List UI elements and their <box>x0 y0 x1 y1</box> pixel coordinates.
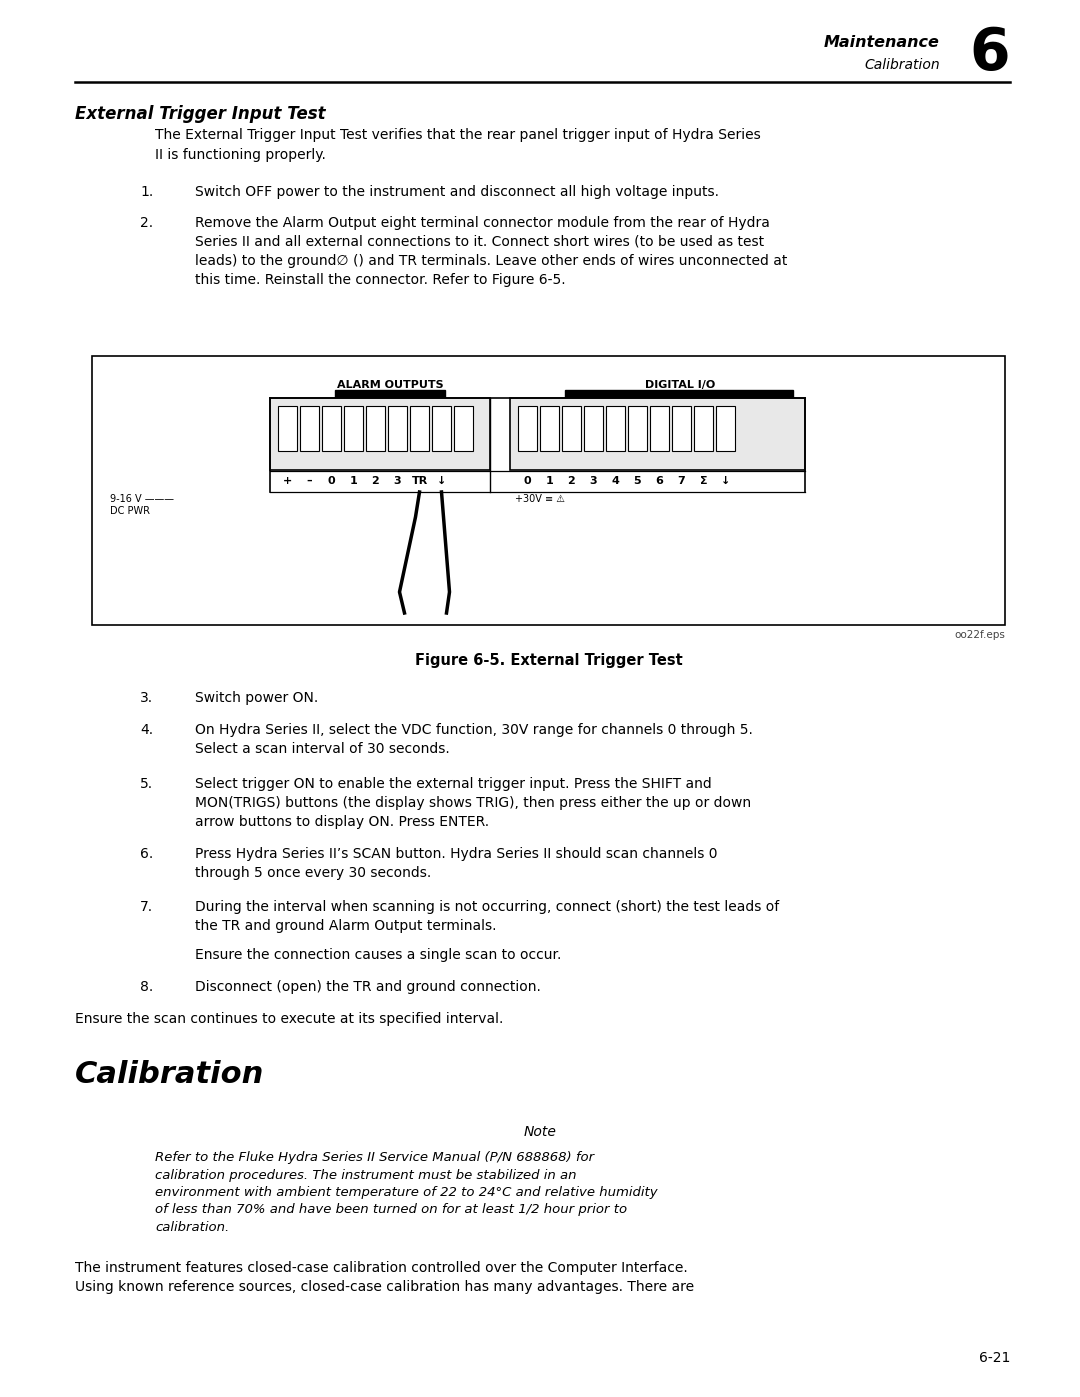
Text: 1: 1 <box>350 476 357 486</box>
Text: Refer to the Fluke Hydra Series II Service Manual (P/N 688868) for
calibration p: Refer to the Fluke Hydra Series II Servi… <box>156 1151 658 1234</box>
Bar <box>672 407 691 451</box>
Text: Maintenance: Maintenance <box>824 35 940 50</box>
Text: Select trigger ON to enable the external trigger input. Press the SHIFT and
MON(: Select trigger ON to enable the external… <box>195 777 751 828</box>
Bar <box>388 407 407 451</box>
Bar <box>270 398 490 469</box>
Text: 7.: 7. <box>140 900 153 914</box>
Bar <box>432 407 451 451</box>
Text: 3: 3 <box>590 476 597 486</box>
Text: ALARM OUTPUTS: ALARM OUTPUTS <box>337 380 443 390</box>
Bar <box>518 407 537 451</box>
Text: ↓: ↓ <box>436 476 446 486</box>
Text: Switch OFF power to the instrument and disconnect all high voltage inputs.: Switch OFF power to the instrument and d… <box>195 184 719 198</box>
Bar <box>278 407 297 451</box>
Text: –: – <box>307 476 312 486</box>
Bar <box>322 407 341 451</box>
Text: 6: 6 <box>970 25 1010 82</box>
Text: 2.: 2. <box>140 217 153 231</box>
Bar <box>335 390 445 398</box>
Text: 5.: 5. <box>140 777 153 791</box>
Text: Figure 6-5. External Trigger Test: Figure 6-5. External Trigger Test <box>415 652 683 668</box>
Bar <box>540 407 559 451</box>
Text: 1: 1 <box>545 476 553 486</box>
Bar <box>716 407 735 451</box>
Bar <box>650 407 669 451</box>
Bar <box>410 407 429 451</box>
Text: Ensure the connection causes a single scan to occur.: Ensure the connection causes a single sc… <box>195 949 562 963</box>
Text: 0: 0 <box>327 476 335 486</box>
Bar <box>606 407 625 451</box>
Text: DIGITAL I/O: DIGITAL I/O <box>645 380 715 390</box>
Text: 6.: 6. <box>140 847 153 861</box>
Text: Disconnect (open) the TR and ground connection.: Disconnect (open) the TR and ground conn… <box>195 981 541 995</box>
Text: 4: 4 <box>611 476 620 486</box>
Text: 2: 2 <box>568 476 576 486</box>
Bar <box>300 407 319 451</box>
Bar <box>345 407 363 451</box>
Text: 9-16 V ———
DC PWR: 9-16 V ——— DC PWR <box>110 495 174 517</box>
Bar <box>510 398 805 469</box>
Bar <box>627 407 647 451</box>
Text: 7: 7 <box>677 476 686 486</box>
Text: +30V ≡ ⚠: +30V ≡ ⚠ <box>515 495 565 504</box>
Text: The instrument features closed-case calibration controlled over the Computer Int: The instrument features closed-case cali… <box>75 1261 694 1294</box>
Text: 3.: 3. <box>140 692 153 705</box>
Bar <box>454 407 473 451</box>
Text: Calibration: Calibration <box>864 59 940 73</box>
Text: ↓: ↓ <box>720 476 730 486</box>
Bar <box>562 407 581 451</box>
Text: During the interval when scanning is not occurring, connect (short) the test lea: During the interval when scanning is not… <box>195 900 780 933</box>
Text: Note: Note <box>524 1125 556 1139</box>
Text: 1.: 1. <box>140 184 153 198</box>
Text: 6-21: 6-21 <box>978 1351 1010 1365</box>
Text: Remove the Alarm Output eight terminal connector module from the rear of Hydra
S: Remove the Alarm Output eight terminal c… <box>195 217 787 286</box>
Text: oo22f.eps: oo22f.eps <box>954 630 1005 640</box>
Bar <box>366 407 384 451</box>
Bar <box>92 356 1005 624</box>
Text: 4.: 4. <box>140 724 153 738</box>
Text: Switch power ON.: Switch power ON. <box>195 692 319 705</box>
Text: External Trigger Input Test: External Trigger Input Test <box>75 105 326 123</box>
Text: Press Hydra Series II’s SCAN button. Hydra Series II should scan channels 0
thro: Press Hydra Series II’s SCAN button. Hyd… <box>195 847 717 880</box>
Text: Calibration: Calibration <box>75 1060 265 1090</box>
Text: 3: 3 <box>394 476 402 486</box>
Text: 5: 5 <box>634 476 642 486</box>
Bar <box>694 407 713 451</box>
Text: On Hydra Series II, select the VDC function, 30V range for channels 0 through 5.: On Hydra Series II, select the VDC funct… <box>195 724 753 756</box>
Text: TR: TR <box>411 476 428 486</box>
Text: +: + <box>283 476 292 486</box>
Text: 8.: 8. <box>140 981 153 995</box>
Bar <box>584 407 603 451</box>
Text: 2: 2 <box>372 476 379 486</box>
Text: 6: 6 <box>656 476 663 486</box>
Text: 0: 0 <box>524 476 531 486</box>
Bar <box>565 390 793 398</box>
Text: The External Trigger Input Test verifies that the rear panel trigger input of Hy: The External Trigger Input Test verifies… <box>156 129 760 162</box>
Text: Ensure the scan continues to execute at its specified interval.: Ensure the scan continues to execute at … <box>75 1011 503 1025</box>
Text: Σ: Σ <box>700 476 707 486</box>
